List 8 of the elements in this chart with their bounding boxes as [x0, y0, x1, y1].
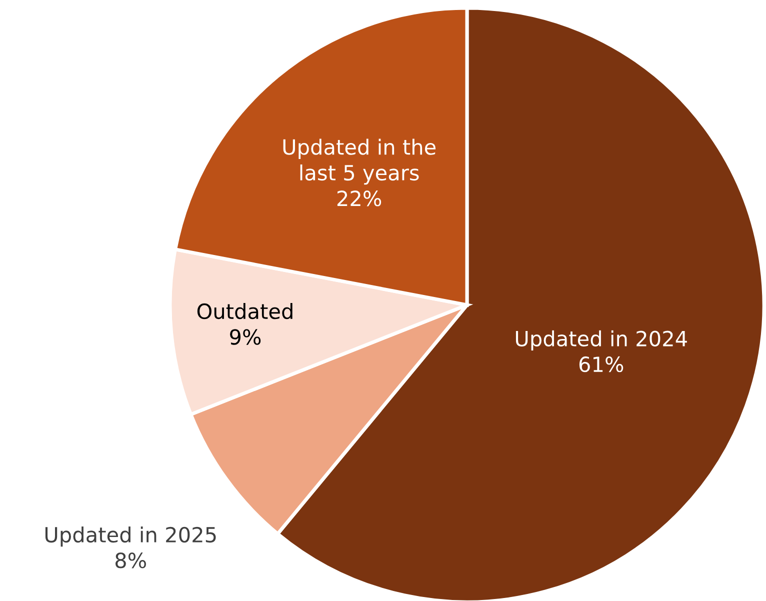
- data-label: 9%: [230, 329, 261, 345]
- slice-label: Updated in the last 5 years: [283, 138, 436, 185]
- data-label: 61%: [579, 356, 624, 372]
- slice-label: Updated in 2025: [45, 526, 216, 547]
- data-label: 22%: [337, 190, 382, 206]
- slice-label: Updated in 2024: [516, 330, 687, 351]
- data-label: 8%: [116, 552, 146, 568]
- slice-label: Outdated: [197, 303, 292, 320]
